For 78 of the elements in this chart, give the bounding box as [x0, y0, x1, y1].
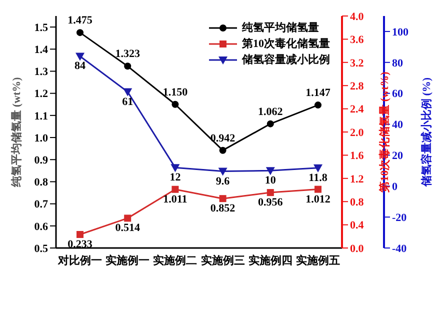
point [124, 62, 132, 70]
y2-tick-label: 2.0 [350, 126, 364, 139]
point [314, 164, 322, 172]
y-tick-label: 1.2 [34, 88, 48, 100]
x-tick-label: 对比例一 [57, 254, 102, 267]
data-label: 1.062 [258, 106, 284, 118]
legend-label: 储氢容量减小比例 [242, 52, 330, 68]
y-tick-label: 0.8 [34, 176, 48, 189]
x-tick-label: 实施例二 [153, 254, 198, 267]
point [266, 167, 275, 176]
y2-tick-label: 2.4 [350, 104, 364, 116]
y2-tick-label: 0.0 [350, 242, 364, 255]
y2-tick-label: 0.4 [350, 220, 364, 232]
x-tick-label: 实施例五 [296, 254, 340, 267]
data-label: 11.8 [308, 172, 328, 184]
data-label: 1.011 [163, 193, 188, 206]
y3-tick-label: 60 [392, 88, 404, 100]
y-tick-label: 0.5 [34, 242, 48, 255]
x-tick-label: 实施例四 [248, 254, 292, 267]
y3-tick-label: 0 [392, 181, 398, 194]
y-tick-label: 0.9 [34, 154, 48, 167]
point [76, 52, 84, 61]
point [124, 214, 132, 222]
y-tick-label: 0.7 [34, 198, 48, 211]
data-label: 1.147 [306, 87, 331, 100]
y-tick-label: 1.0 [34, 132, 48, 144]
data-label: 10 [264, 174, 276, 187]
point [76, 29, 84, 36]
y2-tick-label: 0.8 [350, 196, 364, 209]
point [218, 168, 228, 176]
data-label: 12 [170, 172, 182, 184]
y2-tick-label: 1.2 [350, 173, 364, 186]
data-label: 84 [74, 60, 86, 72]
y3-tick-label: 80 [392, 57, 404, 70]
point [172, 100, 179, 108]
data-label: 1.150 [162, 86, 188, 98]
y2-tick-label: 3.2 [350, 57, 364, 70]
point [170, 164, 180, 172]
point [172, 186, 179, 193]
point [219, 146, 226, 154]
point [266, 120, 274, 128]
y3-tick-label: 100 [392, 26, 409, 38]
point [314, 102, 322, 109]
data-label: 0.942 [210, 132, 236, 144]
data-label: 1.323 [115, 48, 140, 60]
y-tick-label: 1.5 [34, 22, 48, 34]
data-label: 1.475 [68, 14, 93, 27]
y3-axis-title: 储氢容量减小比例 (%) [420, 77, 433, 188]
y-tick-label: 1.4 [34, 44, 48, 56]
point [123, 88, 132, 96]
y-tick-label: 1.3 [34, 66, 48, 78]
data-label: 61 [122, 96, 134, 108]
y3-tick-label: -40 [392, 242, 408, 255]
point [266, 189, 274, 196]
y-tick-label: 0.6 [34, 220, 48, 233]
x-tick-label: 实施例三 [200, 254, 245, 267]
y2-tick-label: 2.8 [350, 80, 364, 93]
y-tick-label: 1.1 [34, 110, 48, 122]
legend-label: 纯氢平均储氢量 [242, 20, 319, 36]
point [219, 195, 226, 202]
y2-tick-label: 3.6 [350, 34, 364, 46]
data-label: 0.956 [258, 196, 284, 209]
data-label: 0.514 [115, 222, 140, 234]
y2-tick-label: 4.0 [350, 10, 364, 23]
data-label: 9.6 [216, 175, 230, 188]
point [76, 230, 84, 238]
y2-axis-title: 第10次毒化储氢量 (wt%) [378, 71, 391, 194]
point [314, 186, 322, 193]
y2-tick-label: 1.6 [350, 150, 364, 162]
data-label: 0.233 [68, 238, 93, 250]
x-tick-label: 实施例一 [106, 254, 150, 267]
y-axis-title: 纯氢平均储氢量 (wt%) [10, 76, 23, 188]
legend-label: 第10次毒化储氢量 [242, 36, 330, 52]
data-label: 0.852 [210, 202, 236, 215]
y3-tick-label: -20 [392, 212, 408, 224]
y3-tick-label: 40 [392, 119, 404, 132]
y3-tick-label: 20 [392, 150, 404, 162]
data-label: 1.012 [306, 193, 331, 206]
